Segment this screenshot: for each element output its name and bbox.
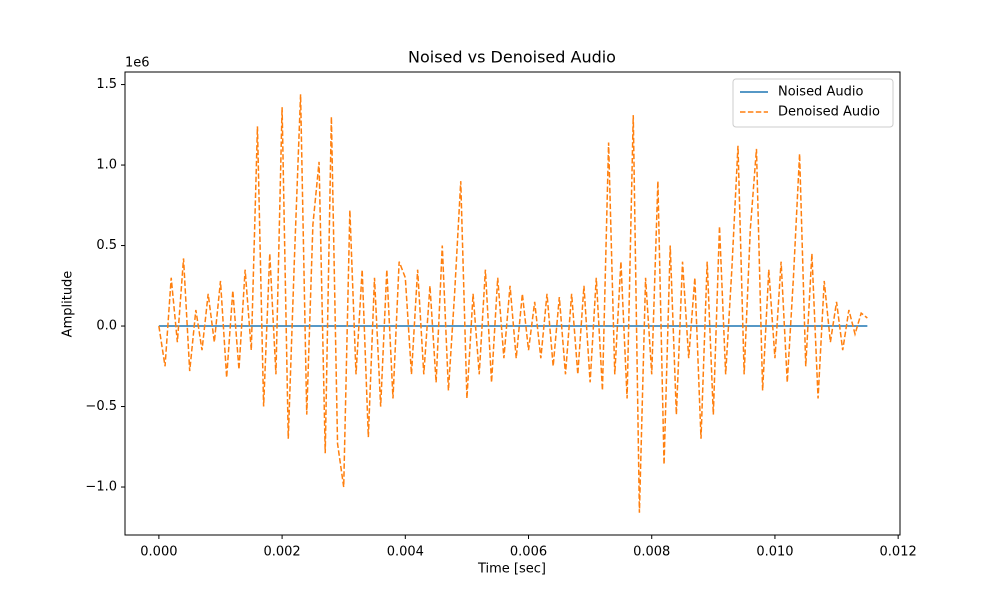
- legend-box: [732, 78, 894, 128]
- y-tick-label: −1.0: [85, 480, 117, 495]
- series-line: [158, 94, 868, 513]
- x-tick-label: 0.004: [387, 545, 424, 560]
- x-tick-label: 0.000: [140, 545, 177, 560]
- y-offset-label: 1e6: [125, 56, 150, 71]
- x-tick-label: 0.006: [510, 545, 547, 560]
- chart-title: Noised vs Denoised Audio: [408, 48, 616, 67]
- x-tick-label: 0.012: [880, 545, 917, 560]
- x-axis-label: Time [sec]: [477, 562, 546, 577]
- y-axis-label: Amplitude: [61, 271, 76, 338]
- y-tick-label: 0.0: [96, 319, 117, 334]
- y-tick-label: 0.5: [96, 238, 117, 253]
- x-tick-label: 0.002: [263, 545, 300, 560]
- x-tick-label: 0.010: [756, 545, 793, 560]
- plot-frame: [124, 71, 901, 536]
- legend-label: Denoised Audio: [778, 105, 880, 120]
- y-tick-label: 1.0: [96, 158, 117, 173]
- x-tick-label: 0.008: [633, 545, 670, 560]
- y-tick-label: −0.5: [85, 399, 117, 414]
- y-tick-label: 1.5: [96, 77, 117, 92]
- legend-label: Noised Audio: [778, 85, 863, 100]
